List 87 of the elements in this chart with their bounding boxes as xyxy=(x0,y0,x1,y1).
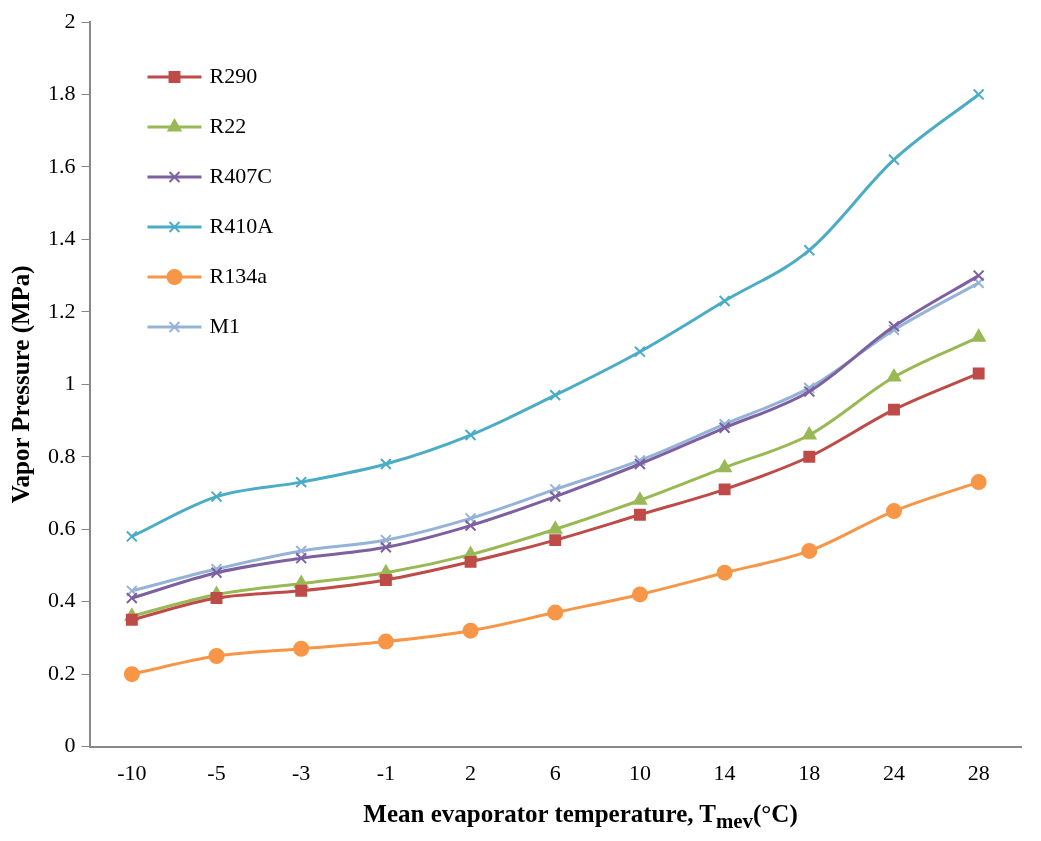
point xyxy=(379,458,392,470)
point xyxy=(885,503,902,520)
point xyxy=(717,459,732,473)
point xyxy=(888,324,900,336)
x-tick-label: 18 xyxy=(798,759,821,785)
point xyxy=(464,512,477,525)
legend-label: M1 xyxy=(209,312,241,338)
y-tick-label: 0 xyxy=(64,732,76,758)
point xyxy=(549,389,562,402)
point xyxy=(718,295,731,307)
legend-label: R407C xyxy=(209,162,272,188)
point xyxy=(803,385,816,398)
point xyxy=(803,244,816,257)
point xyxy=(547,604,564,621)
point xyxy=(888,403,900,416)
x-tick-label: -1 xyxy=(376,759,396,785)
point xyxy=(972,276,985,289)
legend-label: R134a xyxy=(209,262,268,288)
legend-label: R290 xyxy=(209,62,258,88)
y-tick-label: 0.4 xyxy=(48,587,76,613)
point xyxy=(464,519,477,532)
x-tick-label: 14 xyxy=(713,759,736,785)
point xyxy=(295,584,308,597)
point xyxy=(971,329,986,342)
point xyxy=(295,476,308,489)
point xyxy=(125,592,138,605)
point xyxy=(549,483,562,496)
y-tick-label: 1.8 xyxy=(48,80,76,106)
point xyxy=(125,584,138,597)
point xyxy=(633,454,646,467)
x-tick-label: -5 xyxy=(207,759,226,785)
point xyxy=(464,555,477,568)
y-tick-label: 1.4 xyxy=(48,225,76,251)
point xyxy=(888,320,900,333)
point xyxy=(549,534,562,547)
point xyxy=(377,633,394,650)
point xyxy=(295,552,308,565)
point xyxy=(210,490,223,503)
legend-label: R410A xyxy=(209,212,274,238)
y-tick-label: 1.6 xyxy=(48,152,76,178)
point xyxy=(888,153,900,166)
point xyxy=(970,474,987,491)
x-tick-label: 28 xyxy=(967,759,990,785)
x-tick-label: 6 xyxy=(549,759,561,785)
y-axis-title: Vapor Pressure (MPa) xyxy=(7,265,36,504)
point xyxy=(379,541,392,554)
x-tick-label: 24 xyxy=(882,759,905,785)
point xyxy=(295,545,308,557)
point xyxy=(125,613,138,626)
point xyxy=(123,666,140,683)
point xyxy=(379,534,392,547)
point xyxy=(631,586,648,603)
point xyxy=(972,88,985,101)
point xyxy=(462,622,479,639)
legend-label: R22 xyxy=(209,112,247,138)
point xyxy=(208,648,225,665)
y-tick-label: 1.2 xyxy=(48,297,76,323)
x-axis-title: Mean evaporator temperature, T$_{mev}$(°C) xyxy=(362,800,799,834)
point xyxy=(972,269,985,282)
x-tick-label: 2 xyxy=(465,759,477,785)
point xyxy=(293,640,310,657)
x-tick-label: -10 xyxy=(117,759,147,785)
point xyxy=(972,367,985,380)
point xyxy=(210,592,223,605)
point xyxy=(633,508,646,521)
y-tick-label: 0.6 xyxy=(48,515,76,540)
point xyxy=(379,573,392,586)
point xyxy=(803,450,816,463)
point xyxy=(633,345,646,358)
point xyxy=(718,483,731,496)
point xyxy=(716,564,733,581)
y-tick-label: 2 xyxy=(64,7,76,33)
point xyxy=(125,530,138,543)
x-tick-label: 10 xyxy=(628,759,651,785)
y-tick-label: 1 xyxy=(64,370,76,396)
point xyxy=(803,381,816,394)
point xyxy=(549,490,562,503)
y-tick-label: 0.2 xyxy=(48,659,76,685)
y-tick-label: 0.8 xyxy=(48,442,76,468)
point xyxy=(801,542,818,559)
point xyxy=(633,458,646,470)
x-tick-label: -3 xyxy=(292,759,311,785)
point xyxy=(464,429,477,441)
point xyxy=(802,427,817,440)
point xyxy=(632,492,647,505)
point xyxy=(548,521,563,534)
point xyxy=(886,369,902,382)
